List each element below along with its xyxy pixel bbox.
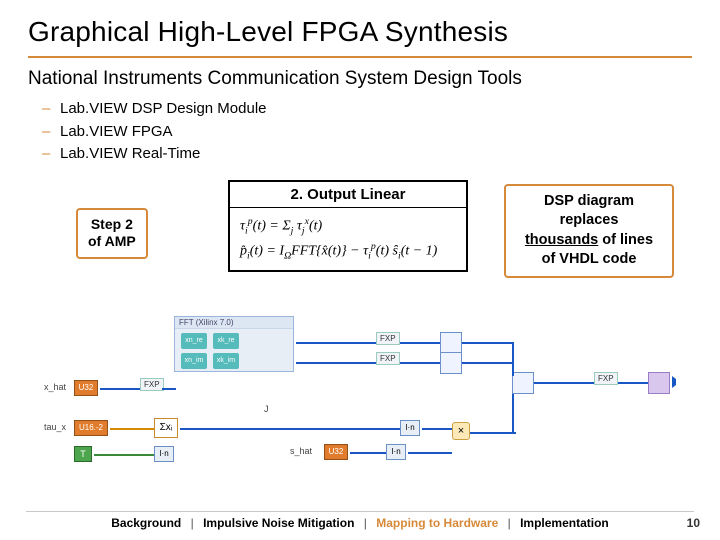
output-linear-header: 2. Output Linear (230, 182, 466, 208)
list-item: Lab.VIEW Real-Time (42, 143, 692, 166)
fft-node: xn_im (181, 353, 207, 369)
wire (462, 362, 512, 364)
wire (400, 362, 440, 364)
list-item: Lab.VIEW FPGA (42, 121, 692, 144)
terminal: U16.-2 (74, 420, 108, 436)
crumb: Implementation (520, 516, 609, 530)
wire (94, 454, 154, 456)
fft-title: FFT (Xilinx 7.0) (175, 317, 293, 329)
multiplier-block: × (452, 422, 470, 440)
signal-label: tau_x (44, 422, 66, 432)
wire (162, 388, 176, 390)
signal-label: s_hat (290, 446, 312, 456)
wire (618, 382, 648, 384)
footer-rule (26, 511, 694, 512)
op-block (440, 352, 462, 374)
wire (180, 428, 400, 430)
terminal: U32 (74, 380, 98, 396)
wire (296, 362, 376, 364)
wire (350, 452, 386, 454)
output-block (648, 372, 670, 394)
fft-node: xk_re (213, 333, 239, 349)
op-block (512, 372, 534, 394)
page-number: 10 (687, 516, 700, 530)
title-rule (28, 56, 692, 58)
wire (110, 428, 154, 430)
wire (400, 342, 440, 344)
wire (514, 432, 516, 434)
index-label: J (264, 404, 269, 414)
output-linear-box: 2. Output Linear τip(t) = Σj τjx(t) p̂i(… (228, 180, 468, 272)
register: I·n (400, 420, 420, 436)
dsp-l2: replaces (560, 212, 619, 228)
wire (512, 342, 514, 376)
step-line2: of AMP (88, 233, 136, 249)
crumb-sep: | (358, 516, 373, 530)
register: I·n (386, 444, 406, 460)
fxp-cast: FXP (140, 378, 164, 391)
wire (422, 428, 452, 430)
fxp-cast: FXP (376, 332, 400, 345)
register: I·n (154, 446, 174, 462)
fft-node: xk_im (213, 353, 239, 369)
terminal: U32 (324, 444, 348, 460)
sum-block: Σxᵢ (154, 418, 178, 438)
fxp-cast: FXP (594, 372, 618, 385)
wire (470, 432, 514, 434)
fxp-cast: FXP (376, 352, 400, 365)
dsp-callout: DSP diagram replaces thousands of lines … (504, 184, 674, 278)
dsp-l3-underline: thousands (525, 232, 598, 248)
product-list: Lab.VIEW DSP Design Module Lab.VIEW FPGA… (28, 98, 692, 166)
wire (296, 342, 376, 344)
crumb-sep: | (185, 516, 200, 530)
dsp-l4: of VHDL code (542, 251, 637, 267)
step-line1: Step 2 (91, 216, 133, 232)
footer: Background | Impulsive Noise Mitigation … (0, 511, 720, 530)
equation-1: τip(t) = Σj τjx(t) (240, 214, 456, 239)
dsp-l3-rest: of lines (598, 232, 653, 248)
arrow-icon (672, 376, 676, 388)
wire (462, 342, 512, 344)
dsp-l1: DSP diagram (544, 193, 634, 209)
fft-block: FFT (Xilinx 7.0) xn_re xn_im xk_re xk_im (174, 316, 294, 372)
wire (512, 394, 514, 434)
fft-node: xn_re (181, 333, 207, 349)
crumb-sep: | (502, 516, 517, 530)
op-block (440, 332, 462, 354)
wire (408, 452, 452, 454)
wire (534, 382, 594, 384)
labview-diagram: FFT (Xilinx 7.0) xn_re xn_im xk_re xk_im… (44, 316, 676, 466)
crumb: Impulsive Noise Mitigation (203, 516, 354, 530)
crumb-active: Mapping to Hardware (376, 516, 498, 530)
signal-label: x_hat (44, 382, 66, 392)
page-title: Graphical High-Level FPGA Synthesis (28, 16, 692, 48)
crumb: Background (111, 516, 181, 530)
subtitle: National Instruments Communication Syste… (28, 68, 692, 90)
equation-2: p̂i(t) = IΩFFT{x̂(t)} − τip(t) ŝi(t − 1) (240, 239, 456, 264)
list-item: Lab.VIEW DSP Design Module (42, 98, 692, 121)
breadcrumb: Background | Impulsive Noise Mitigation … (26, 516, 694, 530)
step-callout: Step 2 of AMP (76, 208, 148, 259)
wire (100, 388, 140, 390)
t-constant: T (74, 446, 92, 462)
